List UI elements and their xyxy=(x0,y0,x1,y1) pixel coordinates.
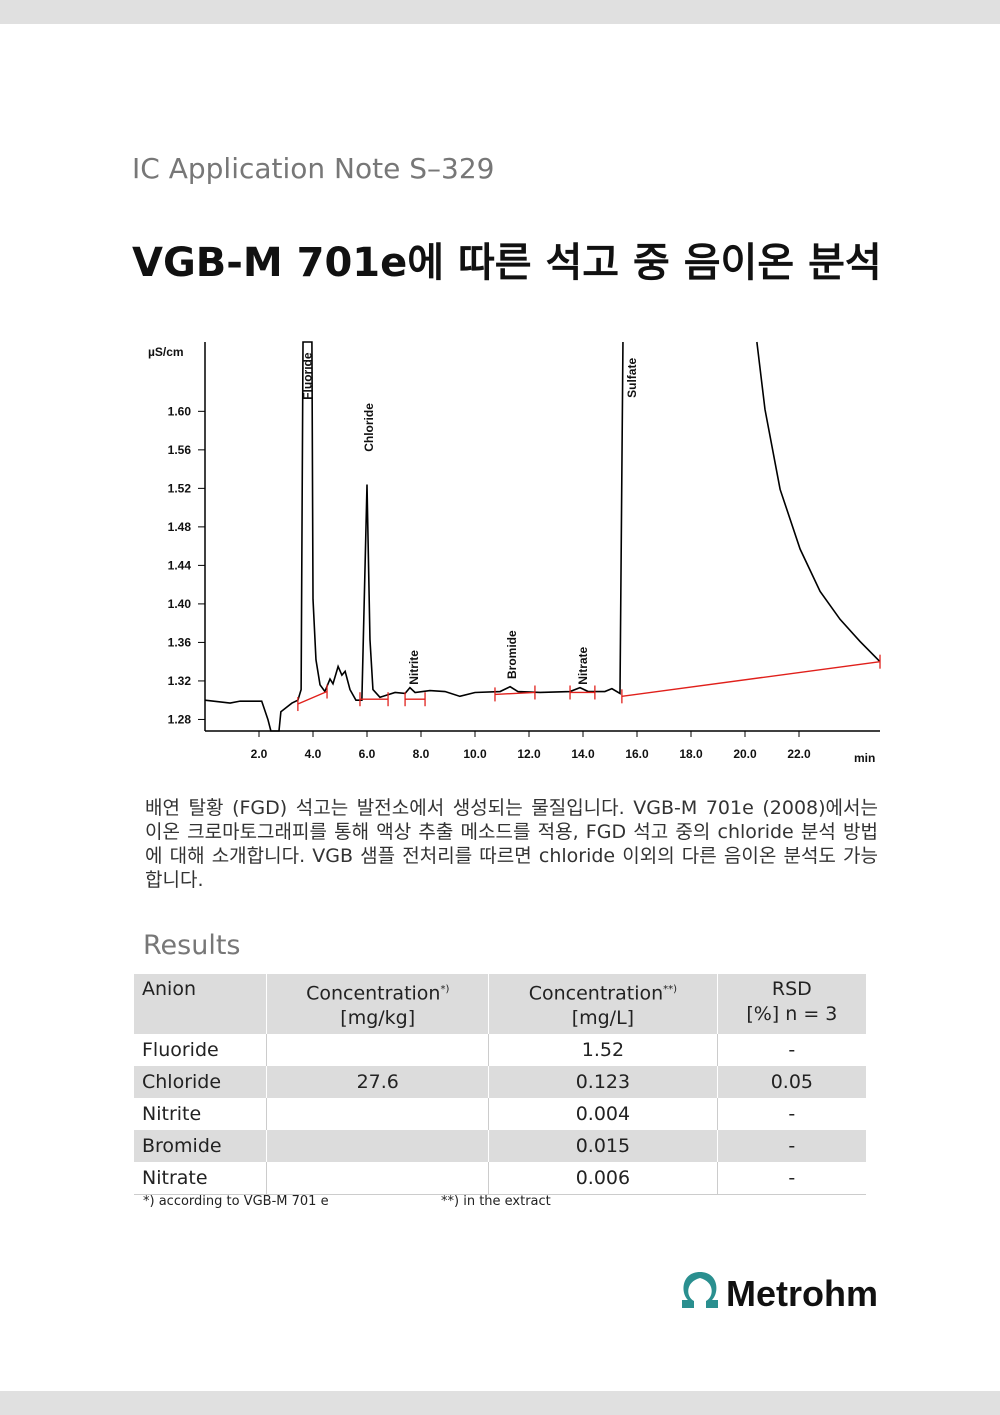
table-cell: Bromide xyxy=(134,1130,267,1162)
x-tick-label: 14.0 xyxy=(571,747,595,761)
y-tick-label: 1.44 xyxy=(168,558,192,572)
table-cell: - xyxy=(716,1130,866,1162)
logo-text: Metrohm xyxy=(726,1273,878,1312)
footnote: *) according to VGB-M 701 e xyxy=(143,1194,329,1209)
y-tick-label: 1.28 xyxy=(168,712,192,726)
y-tick-label: 1.52 xyxy=(168,481,192,495)
table-cell: 0.123 xyxy=(488,1066,718,1098)
table-cell xyxy=(266,1162,489,1195)
table-cell: Nitrate xyxy=(134,1162,267,1195)
peak-label: Fluoride xyxy=(301,352,315,400)
x-tick-label: 2.0 xyxy=(251,747,268,761)
results-heading: Results xyxy=(143,930,241,961)
chromatogram: µS/cm min 1.28 1.32 1.36 1.40 1.44 1.48 1.52 1.… xyxy=(148,341,881,765)
peak-label: Bromide xyxy=(505,630,519,679)
header-sup: *) xyxy=(440,984,450,995)
y-tick-label: 1.60 xyxy=(168,404,192,418)
peak-label: Sulfate xyxy=(625,358,639,398)
peak-label: Nitrate xyxy=(576,646,590,684)
table-cell: - xyxy=(716,1098,866,1130)
header-unit: [mg/kg] xyxy=(340,1007,416,1030)
x-tick-label: 22.0 xyxy=(787,747,811,761)
header-row: Anion Concentration*) [mg/kg] Concentration… xyxy=(134,974,866,1034)
table-row: Chloride 27.6 0.123 0.05 xyxy=(134,1066,866,1098)
x-axis-label: min xyxy=(854,751,875,765)
peak-label: Nitrite xyxy=(407,650,421,685)
table-cell xyxy=(266,1098,489,1130)
top-bar xyxy=(0,0,1000,24)
y-tick-label: 1.36 xyxy=(168,635,192,649)
table-cell: Fluoride xyxy=(142,1039,219,1061)
table-cell: 0.05 xyxy=(716,1066,866,1098)
header-unit: [mg/L] xyxy=(571,1007,635,1030)
note-series: IC Application Note S–329 xyxy=(132,152,495,185)
page-title: VGB-M 701e에 따른 석고 중 음이온 분석 xyxy=(132,240,882,286)
table-row: Nitrate 0.006- xyxy=(134,1162,866,1195)
x-tick-label: 18.0 xyxy=(679,747,703,761)
bottom-bar xyxy=(0,1391,1000,1415)
table-cell: 0.015 xyxy=(488,1130,718,1162)
x-tick-label: 12.0 xyxy=(517,747,541,761)
table-cell: 0.006 xyxy=(488,1162,718,1195)
x-tick-label: 4.0 xyxy=(305,747,322,761)
table-cell: 0.004 xyxy=(488,1098,718,1130)
body-text: 배연 탈황 (FGD) 석고는 발전소에서 생성되는 물질입니다. VGB-M … xyxy=(145,797,878,891)
peak-label: Chloride xyxy=(362,403,376,452)
header-text: RSD xyxy=(771,978,812,1000)
table-cell: - xyxy=(716,1162,866,1195)
table-cell xyxy=(266,1130,489,1162)
y-tick-label: 1.40 xyxy=(168,597,192,611)
x-tick-label: 20.0 xyxy=(733,747,757,761)
footnote: **) in the extract xyxy=(441,1194,551,1209)
logo: Metrohm xyxy=(682,1272,878,1312)
table-cell: 1.52 xyxy=(488,1034,718,1066)
x-tick-label: 16.0 xyxy=(625,747,649,761)
y-tick-label: 1.48 xyxy=(168,520,192,534)
integration-baseline xyxy=(297,660,881,705)
table-row: Bromide 0.015- xyxy=(134,1130,866,1162)
trace xyxy=(204,341,881,732)
header-text: Anion xyxy=(142,978,196,1000)
table-cell: Nitrite xyxy=(142,1103,202,1125)
logo-icon xyxy=(682,1272,718,1308)
table-row: Nitrite 0.004- xyxy=(134,1098,866,1130)
x-tick-label: 6.0 xyxy=(359,747,376,761)
header-text: Concentration xyxy=(306,982,441,1005)
y-tick-label: 1.32 xyxy=(168,674,192,688)
y-axis-label: µS/cm xyxy=(148,345,184,359)
table-cell: - xyxy=(716,1034,866,1066)
table-cell: 27.6 xyxy=(266,1066,489,1098)
header-text: Concentration xyxy=(528,982,664,1005)
header-unit: [%] n = 3 xyxy=(746,1003,838,1025)
table-row: Fluoride 1.52- xyxy=(134,1034,866,1066)
x-tick-label: 10.0 xyxy=(463,747,487,761)
table-cell: Chloride xyxy=(134,1066,267,1098)
header-sup: **) xyxy=(663,984,678,995)
header-cell: RSD [%] n = 3 xyxy=(716,974,866,1034)
results-table: Anion Concentration*) [mg/kg] Concentration… xyxy=(134,974,866,1195)
y-tick-label: 1.56 xyxy=(168,443,192,457)
header-cell: Concentration*) [mg/kg] xyxy=(266,974,489,1034)
header-cell: Anion xyxy=(134,974,267,1034)
header-cell: Concentration**) [mg/L] xyxy=(488,974,718,1034)
table-cell xyxy=(266,1034,489,1066)
x-tick-label: 8.0 xyxy=(413,747,430,761)
